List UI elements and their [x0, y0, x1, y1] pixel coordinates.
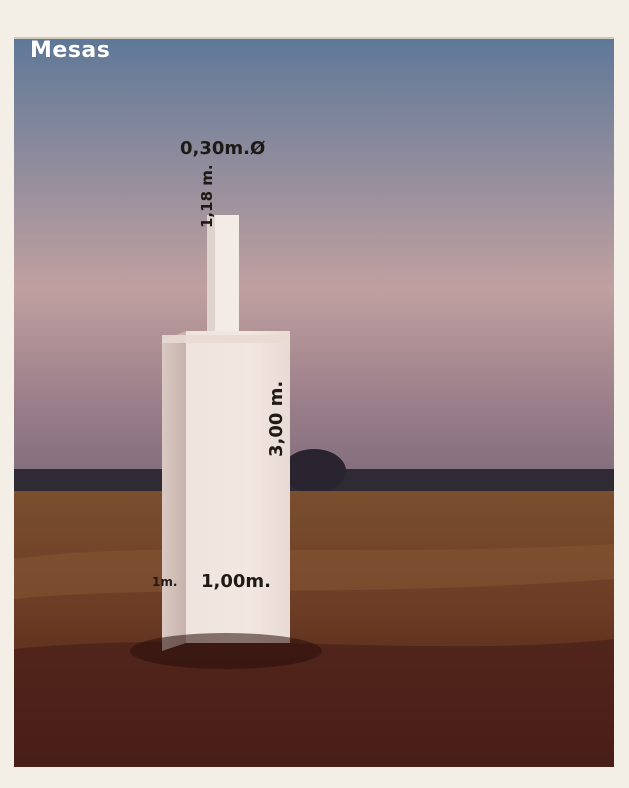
block-height-label: 3,00 m. [266, 380, 287, 457]
page-title: Mesas [30, 38, 111, 63]
shaft-height-label: 1,18 m. [198, 164, 216, 228]
monument-photo [14, 37, 614, 767]
monument-icon [14, 39, 614, 767]
block-depth-label: 1m. [152, 575, 178, 589]
block-width-label: 1,00m. [201, 571, 272, 592]
top-diameter-label: 0,30m.Ø [180, 138, 266, 159]
